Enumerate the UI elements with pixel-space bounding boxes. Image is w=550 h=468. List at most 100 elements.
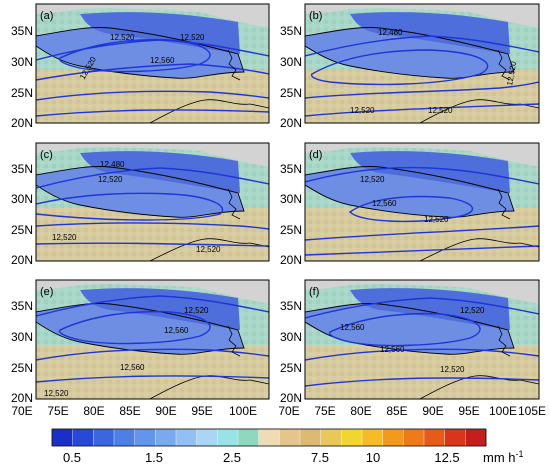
lat-tick-label: 30N bbox=[11, 192, 33, 206]
colorbar-cell bbox=[113, 428, 136, 447]
panel-label: (b) bbox=[309, 10, 322, 22]
colorbar-cell bbox=[320, 428, 342, 447]
colorbar-cell bbox=[155, 428, 177, 447]
map-panel: (a) 12,520 12,520 12,560 12,520 bbox=[35, 3, 270, 124]
lat-tick-label: 35N bbox=[280, 299, 302, 313]
panel-label: (e) bbox=[40, 286, 53, 298]
colorbar-cell bbox=[341, 428, 363, 447]
map-panel: (b) 12,480 12,520 12,520 12,520 bbox=[304, 3, 540, 124]
lat-tick-label: 25N bbox=[280, 86, 302, 100]
lat-tick-label: 30N bbox=[280, 192, 302, 206]
colorbar-cell bbox=[279, 428, 301, 447]
map-panel: (d) 12,520 12,560 12,520 bbox=[304, 142, 540, 262]
contour-label: 12,480 bbox=[100, 160, 125, 169]
colorbar-cell bbox=[465, 428, 487, 447]
colorbar-cell bbox=[237, 428, 260, 447]
lat-tick-label: 25N bbox=[11, 223, 33, 237]
colorbar-cell bbox=[196, 428, 218, 447]
contour-label: 12,520 bbox=[460, 306, 485, 315]
colorbar-tick-label: 12.5 bbox=[434, 450, 459, 465]
contour-label: 12,520 bbox=[424, 215, 449, 224]
colorbar-tick-label: 7.5 bbox=[311, 450, 329, 465]
lon-tick-label: 80E bbox=[83, 404, 104, 418]
lat-tick-label: 35N bbox=[280, 24, 302, 38]
lat-tick-label: 20N bbox=[11, 253, 33, 267]
lat-tick-label: 20N bbox=[280, 116, 302, 130]
colorbar-cell bbox=[361, 428, 384, 447]
lat-tick-label: 30N bbox=[280, 330, 302, 344]
colorbar-cell bbox=[382, 428, 404, 447]
lon-tick-label: 105E bbox=[518, 404, 546, 418]
contour-label: 12,520 bbox=[350, 106, 375, 115]
lon-tick-label: 100E bbox=[489, 404, 517, 418]
contour-label: 12,520 bbox=[428, 106, 453, 115]
colorbar-unit: mm h-1 bbox=[483, 449, 524, 465]
colorbar-cell bbox=[299, 428, 322, 447]
contour-label: 12,520 bbox=[44, 389, 69, 398]
colorbar-cell bbox=[134, 428, 156, 447]
lat-tick-label: 20N bbox=[280, 391, 302, 405]
lon-tick-label: 80E bbox=[350, 404, 371, 418]
lon-tick-label: 90E bbox=[155, 404, 176, 418]
map-panel: (e) 12,520 12,560 12,560 12,520 bbox=[35, 279, 270, 400]
contour-label: 12,520 bbox=[360, 175, 385, 184]
lat-tick-label: 30N bbox=[11, 55, 33, 69]
lat-tick-label: 30N bbox=[280, 55, 302, 69]
map-panel: (f) 12,520 12,560 12,560 12,520 bbox=[304, 279, 540, 400]
lon-tick-label: 70E bbox=[278, 404, 299, 418]
lat-tick-label: 35N bbox=[280, 162, 302, 176]
contour-label: 12,560 bbox=[164, 326, 189, 335]
contour-label: 12,520 bbox=[505, 60, 518, 86]
contour-label: 12,560 bbox=[380, 345, 405, 354]
contour-label: 12,520 bbox=[196, 245, 221, 254]
lat-tick-label: 35N bbox=[11, 162, 33, 176]
lon-tick-label: 100E bbox=[229, 404, 257, 418]
colorbar-cell bbox=[93, 428, 115, 447]
contour-label: 12,560 bbox=[120, 363, 145, 372]
panel-label: (c) bbox=[40, 149, 53, 161]
lat-tick-label: 35N bbox=[11, 299, 33, 313]
colorbar-cell bbox=[258, 428, 280, 447]
colorbar-tick-label: 1.5 bbox=[145, 450, 163, 465]
lon-axis: 70E 75E 80E 85E 90E 95E 100E 70E 75E 80E… bbox=[11, 404, 546, 418]
colorbar-cells bbox=[51, 428, 487, 447]
colorbar-tick-label: 2.5 bbox=[223, 450, 241, 465]
colorbar: 0.5 1.5 2.5 7.5 10 12.5 mm h-1 bbox=[51, 428, 524, 465]
lon-tick-label: 85E bbox=[119, 404, 140, 418]
lon-tick-label: 85E bbox=[386, 404, 407, 418]
contour-label: 12,560 bbox=[372, 199, 397, 208]
lat-tick-label: 20N bbox=[11, 391, 33, 405]
contour-label: 12,520 bbox=[52, 233, 77, 242]
colorbar-tick-label: 10 bbox=[366, 450, 380, 465]
colorbar-cell bbox=[51, 428, 74, 447]
lon-tick-label: 95E bbox=[458, 404, 479, 418]
contour-label: 12,520 bbox=[98, 175, 123, 184]
lat-tick-label: 25N bbox=[280, 223, 302, 237]
contour-label: 12,520 bbox=[184, 306, 209, 315]
map-panel: (c) 12,480 12,520 12,520 12,520 bbox=[35, 142, 270, 262]
colorbar-cell bbox=[444, 428, 466, 447]
colorbar-cell bbox=[175, 428, 198, 447]
lat-tick-label: 20N bbox=[11, 116, 33, 130]
lat-tick-label: 25N bbox=[11, 361, 33, 375]
panel-label: (d) bbox=[309, 149, 322, 161]
contour-label: 12,520 bbox=[440, 365, 465, 374]
contour-label: 12,560 bbox=[340, 323, 365, 332]
lat-tick-label: 25N bbox=[11, 86, 33, 100]
lat-tick-label: 25N bbox=[280, 361, 302, 375]
lon-tick-label: 90E bbox=[422, 404, 443, 418]
colorbar-cell bbox=[72, 428, 94, 447]
lat-tick-label: 20N bbox=[280, 253, 302, 267]
panel-label: (a) bbox=[40, 10, 53, 22]
lat-tick-label: 30N bbox=[11, 330, 33, 344]
lon-tick-label: 70E bbox=[11, 404, 32, 418]
colorbar-cell bbox=[423, 428, 446, 447]
lat-axis: 35N 30N 25N 20N 35N 30N 25N 20N 35N 30N … bbox=[11, 24, 302, 405]
lon-tick-label: 75E bbox=[314, 404, 335, 418]
colorbar-cell bbox=[217, 428, 239, 447]
contour-label: 12,520 bbox=[180, 33, 205, 42]
lat-tick-label: 35N bbox=[11, 24, 33, 38]
panel-label: (f) bbox=[309, 286, 319, 298]
lon-tick-label: 75E bbox=[47, 404, 68, 418]
